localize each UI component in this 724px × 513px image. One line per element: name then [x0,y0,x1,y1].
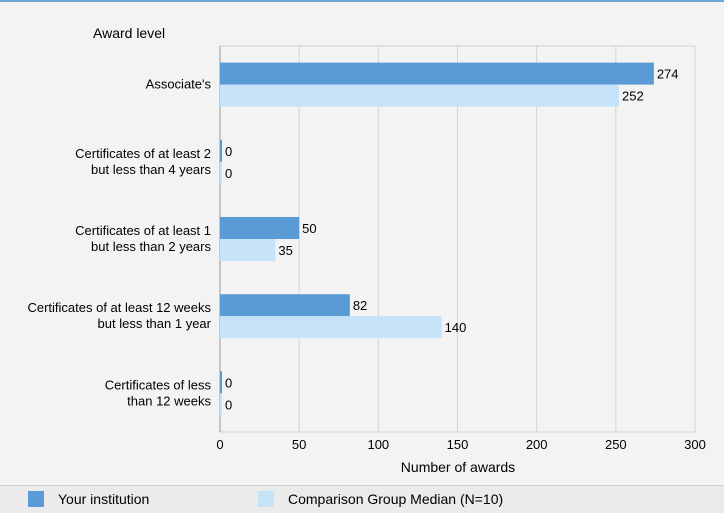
legend-label-comparison: Comparison Group Median (N=10) [288,491,504,507]
value-label-comparison: 35 [278,243,292,258]
category-label: Certificates of at least 12 weeks but les… [27,300,211,331]
legend-item-institution: Your institution [28,491,149,507]
bar-institution [220,217,300,239]
x-axis-title: Number of awards [401,459,515,475]
x-tick-labels: 0 50 100 150 200 250 300 [216,437,705,452]
value-label-comparison: 252 [622,89,644,104]
bar-institution [220,371,222,394]
y-axis-title: Award level [93,25,165,41]
value-label-institution: 50 [302,221,316,236]
value-label-comparison: 0 [225,397,232,412]
x-tick-label-150: 150 [447,437,469,452]
value-labels: 274 252 0 0 50 35 82 140 0 0 [225,67,679,413]
bar-comparison [220,393,222,416]
x-tick-label-200: 200 [526,437,548,452]
bar-institution [220,139,222,162]
x-tick-label-50: 50 [292,437,306,452]
chart-plot: Award level Associate's Certificates of a… [27,25,705,475]
x-tick-label-100: 100 [367,437,389,452]
value-label-institution: 0 [225,375,232,390]
category-label: Certificates of at least 2 but less than … [75,146,211,177]
bars [220,62,654,416]
x-tick-label-0: 0 [216,437,223,452]
legend-swatch-institution [28,491,44,507]
category-labels: Associate's Certificates of at least 2 but… [27,77,211,409]
bar-institution [220,294,350,317]
bar-comparison [220,84,619,107]
value-label-institution: 274 [657,67,679,82]
category-label: Associate's [146,77,212,92]
value-label-comparison: 0 [225,166,232,181]
category-label: Certificates of at least 1 but less than … [75,223,211,254]
x-tick-label-250: 250 [605,437,627,452]
value-label-institution: 0 [225,144,232,159]
value-label-institution: 82 [353,298,367,313]
bar-comparison [220,161,222,184]
bar-comparison [220,239,276,261]
value-label-comparison: 140 [445,320,467,335]
bar-institution [220,62,654,85]
legend-swatch-comparison [258,491,274,507]
x-tick-label-300: 300 [684,437,706,452]
category-label: Certificates of less than 12 weeks [105,377,212,408]
legend: Your institution Comparison Group Median… [0,485,724,513]
legend-item-comparison: Comparison Group Median (N=10) [258,491,503,507]
bar-comparison [220,316,442,339]
legend-label-institution: Your institution [58,491,150,507]
